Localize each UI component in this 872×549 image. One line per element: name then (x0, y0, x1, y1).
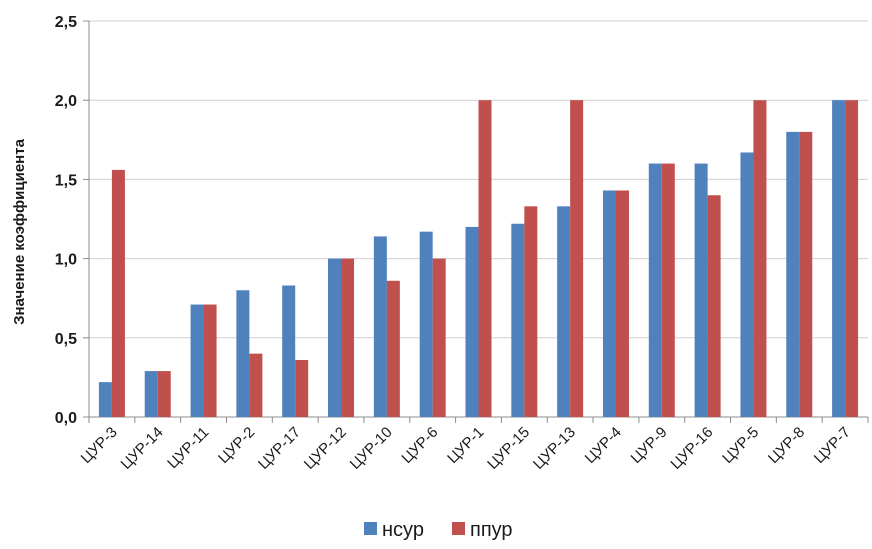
bar-ппур-ЦУР-8 (799, 131, 813, 417)
bar-нсур-ЦУР-1 (465, 226, 479, 417)
bar-ппур-ЦУР-14 (157, 371, 171, 417)
bar-нсур-ЦУР-10 (373, 236, 387, 417)
bar-ппур-ЦУР-5 (753, 100, 767, 417)
y-tick-label: 0,0 (55, 410, 77, 427)
bar-ппур-ЦУР-2 (249, 353, 263, 417)
x-tick-label: ЦУР-6 (398, 424, 441, 467)
bar-ппур-ЦУР-1 (478, 100, 492, 417)
x-tick-label: ЦУР-8 (765, 424, 808, 467)
x-tick-label: ЦУР-2 (215, 424, 258, 467)
x-tick-label: ЦУР-9 (628, 424, 671, 467)
bar-нсур-ЦУР-9 (648, 163, 662, 417)
bar-нсур-ЦУР-2 (236, 290, 250, 417)
x-tick-label: ЦУР-4 (582, 424, 625, 467)
y-tick-label: 0,5 (55, 331, 77, 348)
bar-нсур-ЦУР-6 (419, 231, 433, 417)
x-tick-label: ЦУР-15 (484, 424, 533, 473)
legend-swatch-нсур (364, 522, 377, 535)
x-tick-label: ЦУР-7 (811, 424, 854, 467)
x-tick-label: ЦУР-16 (667, 424, 716, 473)
x-tick-label: ЦУР-10 (347, 424, 396, 473)
bar-ппур-ЦУР-15 (524, 206, 538, 417)
bar-ппур-ЦУР-6 (432, 258, 446, 417)
y-tick-label: 1,5 (55, 172, 77, 189)
bar-ппур-ЦУР-3 (111, 169, 125, 417)
bar-ппур-ЦУР-4 (615, 190, 629, 417)
legend-swatch-ппур (452, 522, 465, 535)
y-tick-label: 1,0 (55, 252, 77, 269)
y-tick-label: 2,5 (55, 14, 77, 31)
x-tick-label: ЦУР-13 (530, 424, 579, 473)
bar-нсур-ЦУР-16 (694, 163, 708, 417)
bars (98, 100, 859, 418)
bar-нсур-ЦУР-11 (190, 304, 204, 417)
bar-нсур-ЦУР-7 (832, 100, 846, 417)
legend-label-ппур: ппур (470, 519, 513, 541)
bar-нсур-ЦУР-14 (144, 371, 158, 417)
bar-нсур-ЦУР-8 (786, 131, 800, 417)
legend: нсур ппур (364, 519, 513, 541)
x-tick-label: ЦУР-5 (719, 424, 762, 467)
x-tick-label: ЦУР-3 (78, 424, 121, 467)
bar-нсур-ЦУР-15 (511, 223, 525, 417)
bar-нсур-ЦУР-4 (602, 190, 616, 417)
y-tick-labels: 0,0 0,5 1,0 1,5 2,0 2,5 (55, 14, 89, 427)
bar-ппур-ЦУР-9 (661, 163, 675, 417)
bar-ппур-ЦУР-10 (386, 280, 400, 417)
bar-нсур-ЦУР-13 (557, 206, 571, 417)
x-tick-label: ЦУР-12 (301, 424, 350, 473)
bar-ппур-ЦУР-11 (203, 304, 217, 417)
bar-ппур-ЦУР-17 (295, 359, 309, 417)
x-tick-label: ЦУР-17 (255, 424, 304, 473)
bar-нсур-ЦУР-3 (98, 382, 112, 417)
bar-нсур-ЦУР-12 (328, 258, 342, 417)
legend-label-нсур: нсур (382, 519, 424, 541)
bar-ппур-ЦУР-13 (570, 100, 584, 417)
x-tick-label: ЦУР-1 (444, 424, 487, 467)
bar-нсур-ЦУР-5 (740, 152, 754, 418)
bar-ппур-ЦУР-7 (845, 100, 859, 417)
x-tick-label: ЦУР-11 (164, 424, 212, 472)
y-axis-label: Значение коэффициента (11, 138, 28, 324)
bar-нсур-ЦУР-17 (282, 285, 296, 417)
bar-ппур-ЦУР-12 (341, 258, 355, 417)
x-tick-label: ЦУР-14 (118, 424, 167, 473)
bar-ппур-ЦУР-16 (707, 195, 721, 417)
y-tick-label: 2,0 (55, 93, 77, 110)
